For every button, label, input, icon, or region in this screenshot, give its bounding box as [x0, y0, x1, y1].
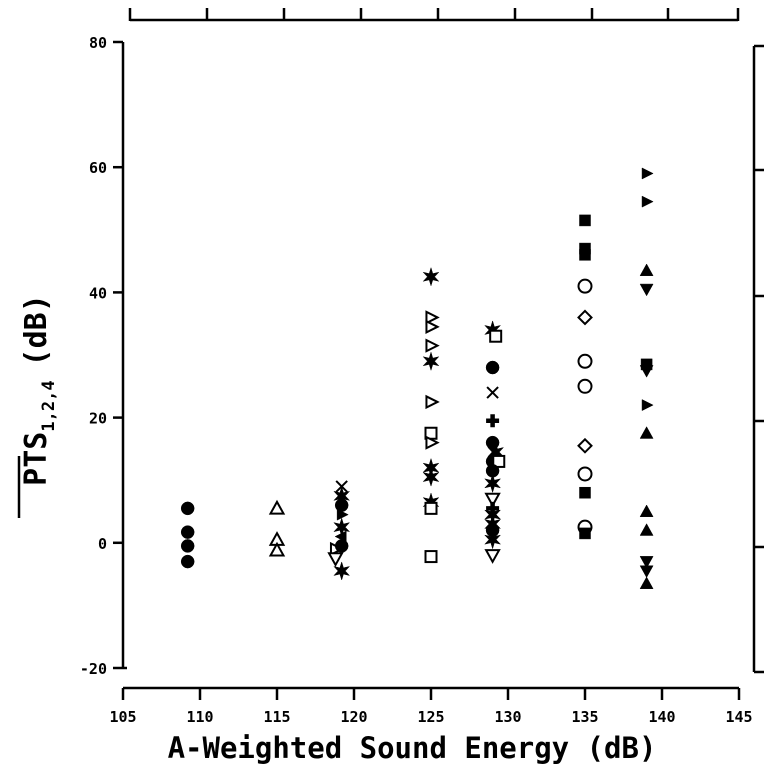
y-axis-title-unit: (dB): [19, 294, 54, 366]
point-filled-square: [579, 214, 591, 227]
point-open-triangle-up: [268, 499, 286, 515]
point-filled-square: [579, 249, 591, 261]
y-axis-title-main: PTS: [19, 432, 54, 486]
point-filled-circle: [180, 554, 195, 569]
point-filled-square: [579, 527, 591, 540]
x-tick-label: 110: [186, 708, 213, 726]
point-filled-square: [579, 486, 591, 499]
point-open-triangle-down: [484, 549, 501, 564]
top-axis: [128, 8, 740, 22]
point-filled-triangle-up: [639, 504, 654, 517]
point-filled-star: [484, 529, 502, 550]
point-filled-triangle-right: [641, 195, 654, 208]
point-filled-circle: [180, 501, 195, 516]
point-x: [486, 386, 499, 399]
x-axis-title: A-Weighted Sound Energy (dB): [168, 731, 657, 765]
y-tick-label: -20: [80, 660, 107, 678]
y-tick-label: 20: [89, 410, 107, 428]
point-filled-triangle-up: [639, 576, 654, 589]
point-open-square: [424, 501, 438, 515]
y-axis-title: PTS1,2,4 (dB): [17, 294, 59, 518]
point-open-triangle-right: [425, 435, 440, 450]
x-tick-label: 125: [417, 708, 444, 726]
point-open-circle: [577, 353, 593, 369]
x-tick-label: 120: [340, 708, 367, 726]
right-axis: [752, 44, 764, 674]
point-filled-circle: [485, 360, 500, 375]
point-filled-circle: [180, 539, 195, 553]
data-points: [180, 167, 654, 589]
point-filled-triangle-down: [639, 565, 654, 578]
point-filled-star: [422, 266, 440, 287]
point-open-square: [424, 550, 438, 564]
x-tick-label: 115: [263, 708, 290, 726]
x-axis-ticks: 105 110 115 120 125 130 135 140 145: [109, 688, 753, 726]
point-open-triangle-up: [268, 541, 286, 557]
point-filled-star: [422, 351, 440, 372]
x-tick-label: 140: [648, 708, 675, 726]
point-filled-circle: [180, 525, 195, 539]
point-open-square: [492, 454, 506, 468]
point-open-triangle-right: [425, 394, 440, 410]
point-open-square: [489, 329, 503, 343]
x-tick-label: 130: [494, 708, 521, 726]
point-open-triangle-right: [425, 338, 440, 353]
point-filled-star: [333, 561, 351, 581]
point-filled-triangle-up: [639, 263, 654, 276]
y-tick-label: 80: [89, 34, 107, 52]
point-open-diamond: [577, 309, 593, 326]
point-filled-star: [484, 473, 502, 494]
point-open-circle: [577, 466, 593, 482]
point-filled-triangle-right: [641, 167, 654, 180]
point-filled-triangle-down: [639, 283, 654, 297]
y-axis-ticks: -20 0 20 40 60 80: [80, 34, 123, 678]
point-filled-star: [422, 467, 440, 487]
svg-text:PTS1,2,4(dB): PTS1,2,4 (dB): [19, 294, 59, 486]
point-filled-cross: [486, 414, 500, 428]
point-filled-triangle-up: [639, 523, 654, 536]
x-tick-label: 105: [109, 708, 136, 726]
y-tick-label: 40: [89, 284, 107, 302]
y-tick-label: 0: [98, 535, 107, 553]
x-tick-label: 135: [571, 708, 598, 726]
point-open-triangle-down: [484, 492, 501, 508]
point-open-triangle-right: [425, 310, 440, 325]
point-open-circle: [577, 278, 593, 294]
point-open-triangle-right: [425, 319, 440, 334]
x-tick-label: 145: [725, 708, 752, 726]
point-filled-triangle-down: [639, 365, 654, 378]
y-tick-label: 60: [89, 159, 107, 177]
point-open-circle: [577, 378, 593, 394]
point-open-triangle-down: [327, 552, 344, 568]
point-filled-triangle-right: [641, 399, 654, 412]
point-filled-circle: [334, 539, 349, 553]
y-axis-title-subscript: 1,2,4: [39, 380, 59, 431]
point-open-diamond: [577, 437, 593, 454]
point-filled-triangle-right: [336, 508, 349, 521]
point-filled-triangle-up: [639, 426, 654, 439]
point-filled-triangle-down: [639, 556, 654, 569]
